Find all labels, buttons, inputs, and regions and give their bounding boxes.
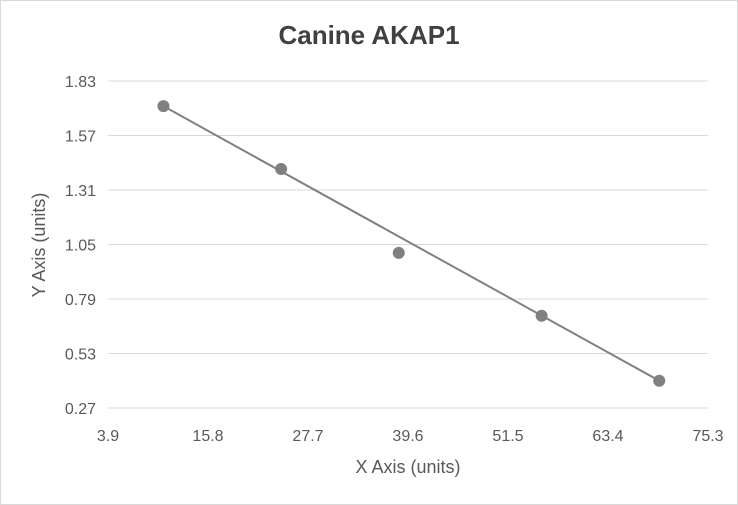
trendline-layer bbox=[162, 105, 660, 382]
y-tick-label: 0.27 bbox=[65, 401, 96, 418]
data-point bbox=[392, 246, 405, 259]
data-point bbox=[535, 309, 548, 322]
y-tick-label: 1.31 bbox=[65, 183, 96, 200]
data-points bbox=[157, 100, 666, 387]
trendline bbox=[162, 105, 660, 382]
x-tick-label: 27.7 bbox=[292, 428, 323, 445]
y-tick-label: 0.79 bbox=[65, 292, 96, 309]
data-point bbox=[157, 100, 170, 113]
y-axis-tick-labels: 1.83 1.57 1.31 1.05 0.79 0.53 0.27 bbox=[65, 74, 96, 418]
chart-title: Canine AKAP1 bbox=[278, 20, 459, 50]
data-point bbox=[653, 374, 666, 387]
x-tick-label: 3.9 bbox=[97, 428, 119, 445]
y-tick-label: 0.53 bbox=[65, 347, 96, 364]
x-axis-title: X Axis (units) bbox=[355, 457, 460, 477]
y-tick-label: 1.05 bbox=[65, 238, 96, 255]
x-tick-label: 39.6 bbox=[392, 428, 423, 445]
x-tick-label: 15.8 bbox=[192, 428, 223, 445]
x-tick-label: 63.4 bbox=[592, 428, 623, 445]
x-tick-label: 51.5 bbox=[492, 428, 523, 445]
y-axis-title: Y Axis (units) bbox=[29, 193, 49, 298]
x-tick-label: 75.3 bbox=[692, 428, 723, 445]
x-axis-tick-labels: 3.9 15.8 27.7 39.6 51.5 63.4 75.3 bbox=[97, 428, 724, 445]
y-tick-label: 1.57 bbox=[65, 129, 96, 146]
data-point bbox=[275, 163, 288, 176]
y-tick-label: 1.83 bbox=[65, 74, 96, 91]
